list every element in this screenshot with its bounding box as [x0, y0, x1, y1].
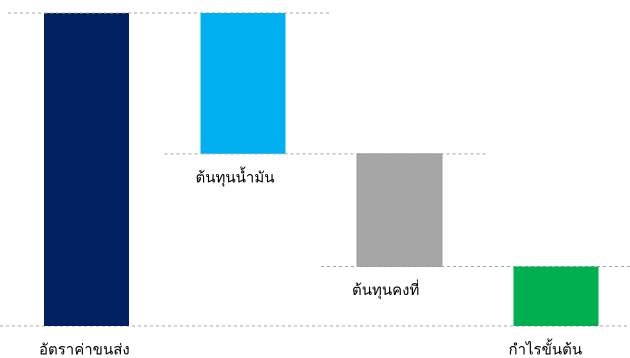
bar: [44, 13, 129, 326]
bar: [513, 266, 599, 326]
bar: [356, 153, 443, 268]
category-label: ต้นทุนน้ำมัน: [196, 166, 275, 187]
category-label: อัตราค่าขนส่ง: [39, 341, 130, 358]
category-label: ต้นทุนคงที่: [352, 279, 419, 300]
bar: [200, 13, 286, 154]
category-label: กำไรขั้นต้น: [509, 339, 583, 358]
